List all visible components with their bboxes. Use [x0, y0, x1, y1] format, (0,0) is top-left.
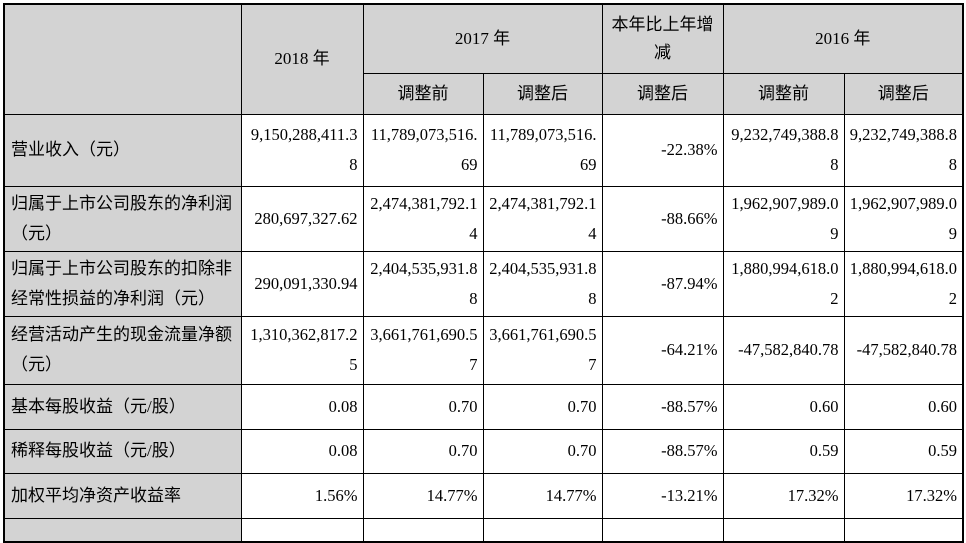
cell-2017-before: 3,661,761,690.57 — [362, 315, 484, 385]
cell-change — [601, 517, 724, 543]
subheader-2017-after: 调整后 — [482, 72, 603, 115]
cell-2017-after: 0.70 — [482, 428, 603, 474]
cell-2017-after: 3,661,761,690.57 — [482, 315, 603, 385]
cell-2017-after: 0.70 — [482, 383, 603, 430]
table-row-net-profit-excl-nonrecurring: 归属于上市公司股东的扣除非经常性损益的净利润（元） 290,091,330.94… — [3, 250, 964, 317]
cell-2016-before: 0.59 — [722, 428, 845, 474]
row-label-cell — [3, 517, 242, 543]
row-label-cell: 加权平均净资产收益率 — [3, 472, 242, 519]
cell-2018: 0.08 — [240, 428, 364, 474]
cell-2017-before: 14.77% — [362, 472, 484, 519]
row-label-cell: 基本每股收益（元/股） — [3, 383, 242, 430]
cell-2017-before: 2,474,381,792.14 — [362, 185, 484, 252]
cell-2017-before — [362, 517, 484, 543]
cell-2016-after: 9,232,749,388.88 — [843, 113, 964, 187]
row-label-cell: 稀释每股收益（元/股） — [3, 428, 242, 474]
cell-2017-before: 2,404,535,931.88 — [362, 250, 484, 317]
cell-2016-after: 1,880,994,618.02 — [843, 250, 964, 317]
cell-2016-after: 0.60 — [843, 383, 964, 430]
cell-2017-after — [482, 517, 603, 543]
cell-2018: 280,697,327.62 — [240, 185, 364, 252]
cell-change: -88.66% — [601, 185, 724, 252]
row-label-cell: 经营活动产生的现金流量净额（元） — [3, 315, 242, 385]
cell-2017-after: 2,474,381,792.14 — [482, 185, 603, 252]
cell-2016-after: 1,962,907,989.09 — [843, 185, 964, 252]
cell-2017-after: 2,404,535,931.88 — [482, 250, 603, 317]
cell-2018 — [240, 517, 364, 543]
header-row-adjustments: 调整前 调整后 调整后 调整前 调整后 — [4, 72, 964, 115]
cell-2018: 1.56% — [240, 472, 364, 519]
cell-change: -87.94% — [601, 250, 724, 317]
table-row-partial-cropped — [3, 517, 964, 543]
subheader-change-after: 调整后 — [601, 72, 724, 115]
cell-2016-before: 1,962,907,989.09 — [722, 185, 845, 252]
cell-change: -64.21% — [601, 315, 724, 385]
cell-2018: 290,091,330.94 — [240, 250, 364, 317]
cell-2016-before: -47,582,840.78 — [722, 315, 845, 385]
cell-2017-after: 14.77% — [482, 472, 603, 519]
cell-2016-after: 17.32% — [843, 472, 964, 519]
cell-2016-after: 0.59 — [843, 428, 964, 474]
row-label-cell: 营业收入（元） — [3, 113, 242, 187]
row-label-cell: 归属于上市公司股东的净利润（元） — [3, 185, 242, 252]
cell-2016-before: 9,232,749,388.88 — [722, 113, 845, 187]
cell-2016-after — [843, 517, 964, 543]
row-label-cell: 归属于上市公司股东的扣除非经常性损益的净利润（元） — [3, 250, 242, 317]
cell-2018: 9,150,288,411.38 — [240, 113, 364, 187]
table-row-operating-cash-flow: 经营活动产生的现金流量净额（元） 1,310,362,817.25 3,661,… — [3, 315, 964, 385]
cell-2016-after: -47,582,840.78 — [843, 315, 964, 385]
header-corner-cell — [3, 3, 242, 115]
table-row-net-profit: 归属于上市公司股东的净利润（元） 280,697,327.62 2,474,38… — [3, 185, 964, 252]
cell-change: -88.57% — [601, 383, 724, 430]
cell-2016-before: 1,880,994,618.02 — [722, 250, 845, 317]
table-row-weighted-avg-roe: 加权平均净资产收益率 1.56% 14.77% 14.77% -13.21% 1… — [3, 472, 964, 519]
cell-2016-before — [722, 517, 845, 543]
cell-change: -22.38% — [601, 113, 724, 187]
subheader-2017-before: 调整前 — [362, 72, 484, 115]
subheader-2016-after: 调整后 — [843, 72, 964, 115]
cell-change: -88.57% — [601, 428, 724, 474]
cell-2017-before: 0.70 — [362, 428, 484, 474]
header-row-years: 2018 年 2017 年 本年比上年增减 2016 年 — [3, 3, 964, 115]
key-financial-indicators-table: 2018 年 2017 年 本年比上年增减 2016 年 调整前 调整后 调整后… — [3, 3, 964, 543]
table-row-diluted-eps: 稀释每股收益（元/股） 0.08 0.70 0.70 -88.57% 0.59 … — [3, 428, 964, 474]
header-change: 本年比上年增减 — [601, 3, 724, 74]
cell-2018: 1,310,362,817.25 — [240, 315, 364, 385]
table-row-basic-eps: 基本每股收益（元/股） 0.08 0.70 0.70 -88.57% 0.60 … — [3, 383, 964, 430]
cell-change: -13.21% — [601, 472, 724, 519]
cell-2016-before: 0.60 — [722, 383, 845, 430]
header-2017: 2017 年 — [362, 3, 603, 74]
cell-2017-before: 0.70 — [362, 383, 484, 430]
header-2018: 2018 年 — [240, 3, 364, 115]
cell-2018: 0.08 — [240, 383, 364, 430]
cell-2016-before: 17.32% — [722, 472, 845, 519]
subheader-2016-before: 调整前 — [722, 72, 845, 115]
header-2016: 2016 年 — [722, 3, 964, 74]
cell-2017-before: 11,789,073,516.69 — [362, 113, 484, 187]
cell-2017-after: 11,789,073,516.69 — [482, 113, 603, 187]
table-row-operating-revenue: 营业收入（元） 9,150,288,411.38 11,789,073,516.… — [3, 113, 964, 187]
